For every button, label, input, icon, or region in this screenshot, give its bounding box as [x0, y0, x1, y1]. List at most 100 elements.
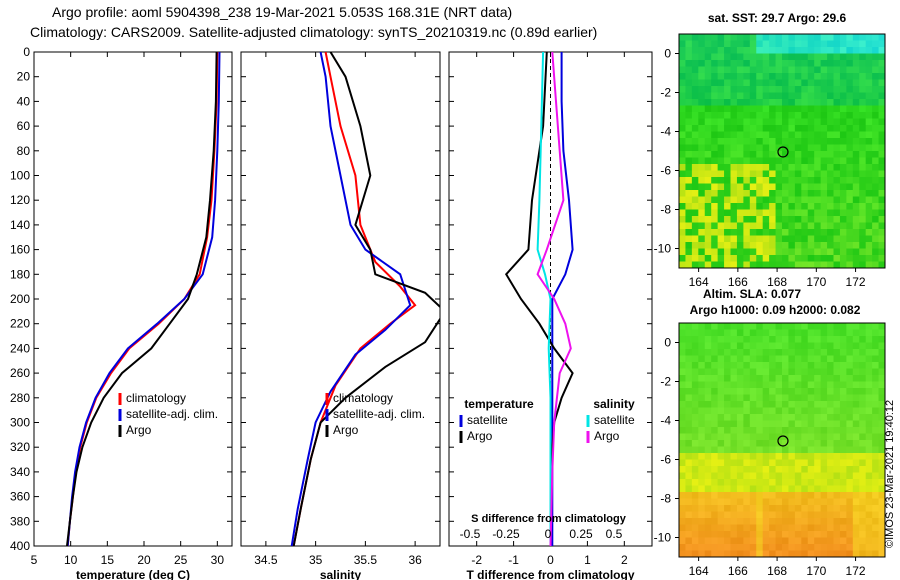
sla_map-cell [820, 492, 828, 499]
sla_map-cell [807, 329, 815, 337]
sst_map-cell [794, 157, 802, 165]
sst_map-y-tick-label: 0 [664, 47, 671, 61]
sla_map-cell [859, 375, 867, 382]
sla_map-cell [691, 336, 699, 343]
sla_map-cell [846, 485, 854, 493]
sst_map-cell [814, 229, 822, 236]
sst_map-cell [801, 235, 809, 243]
sla_map-cell [762, 479, 770, 486]
sla_map-cell [762, 466, 770, 473]
sla_map-cell [704, 394, 712, 402]
sst_map-cell [872, 131, 880, 139]
sla_map-cell [839, 453, 847, 460]
sst_map-cell [852, 190, 860, 197]
sla_map-cell [691, 329, 699, 337]
sst_map-cell [814, 131, 822, 139]
sst_map-cell [698, 157, 706, 165]
sst_map-cell [711, 112, 719, 119]
sst_map-cell [814, 261, 822, 269]
sla_map-cell [698, 388, 706, 395]
sst_map-cell [736, 170, 744, 178]
sla_map-cell [820, 329, 828, 337]
sst_map-cell [865, 34, 873, 41]
sst_map-cell [775, 47, 783, 54]
sla_map-cell [762, 375, 770, 382]
sst_map-cell [704, 209, 712, 217]
sst_map-cell [679, 190, 686, 197]
sst_map-cell [762, 151, 770, 158]
sla_map-cell [794, 368, 802, 376]
sla_map-cell [749, 420, 757, 428]
sst_map-cell [743, 203, 751, 210]
sla_map-cell [704, 485, 712, 493]
sst_map-cell [730, 170, 738, 178]
sla_map-cell [762, 394, 770, 402]
sla_map-cell [827, 472, 834, 480]
sla_map-cell [698, 336, 706, 343]
sla_map-cell [685, 524, 693, 532]
sst_map-cell [711, 34, 719, 41]
sla_map-cell [724, 466, 731, 473]
sla_map-cell [691, 524, 699, 532]
sst_map-cell [794, 92, 802, 100]
sla_map-cell [698, 427, 706, 434]
sla_map-cell [691, 323, 699, 330]
sla_map-cell [724, 427, 731, 434]
sst_map-cell [846, 242, 854, 249]
sla_map-cell [833, 427, 841, 434]
sla_map-cell [878, 388, 886, 395]
sla_map-cell [801, 479, 809, 486]
sla_map-cell [679, 420, 686, 428]
sla_map-cell [820, 433, 828, 441]
sst_map-cell [807, 183, 815, 191]
sla_map-cell [711, 329, 719, 337]
depth-tick-label: 360 [10, 490, 30, 504]
sst_map-cell [839, 248, 847, 256]
sla_map-cell [807, 440, 815, 447]
sla_map-cell [814, 511, 822, 519]
sla_map-cell [769, 381, 777, 389]
sst_map-cell [704, 66, 712, 74]
sst_map-cell [769, 34, 777, 41]
sst_map-cell [762, 177, 770, 184]
sla_map-cell [872, 427, 880, 434]
sla_map-cell [846, 453, 854, 460]
sla_map-cell [788, 414, 796, 421]
sla_map-cell [839, 401, 847, 408]
sst_map-cell [827, 138, 834, 145]
sst_map-cell [698, 99, 706, 106]
sst_map-cell [704, 242, 712, 249]
sst_map-cell [865, 40, 873, 48]
sst_map-cell [794, 203, 802, 210]
sst_map-cell [788, 196, 796, 204]
sst_map-cell [698, 131, 706, 139]
sst_map-cell [775, 92, 783, 100]
sla_map-cell [775, 485, 783, 493]
sla_map-cell [724, 485, 731, 493]
sst_map-cell [846, 86, 854, 93]
sst_map-cell [743, 118, 751, 126]
sla_map-cell [814, 505, 822, 512]
sla_map-cell [846, 550, 854, 558]
sla_map-cell [833, 401, 841, 408]
sst_map-cell [743, 248, 751, 256]
sst_map-cell [717, 66, 725, 74]
sla_map-cell [679, 368, 686, 376]
sla_map-cell [743, 401, 751, 408]
sla_map-cell [814, 544, 822, 551]
sla_map-cell [711, 453, 719, 460]
sla_map-cell [743, 550, 751, 558]
sla_map-cell [736, 505, 744, 512]
sst_map-cell [704, 196, 712, 204]
sla_map-cell [859, 407, 867, 415]
sst_map-cell [756, 73, 764, 80]
sla_map-cell [833, 453, 841, 460]
sst_map-cell [859, 157, 867, 165]
sla_map-cell [820, 537, 828, 545]
sla_map-cell [852, 433, 860, 441]
sst_map-cell [743, 183, 751, 191]
sst_map-cell [711, 138, 719, 145]
sst_map-cell [839, 216, 847, 223]
sst_map-cell [846, 92, 854, 100]
sst_map-cell [775, 209, 783, 217]
